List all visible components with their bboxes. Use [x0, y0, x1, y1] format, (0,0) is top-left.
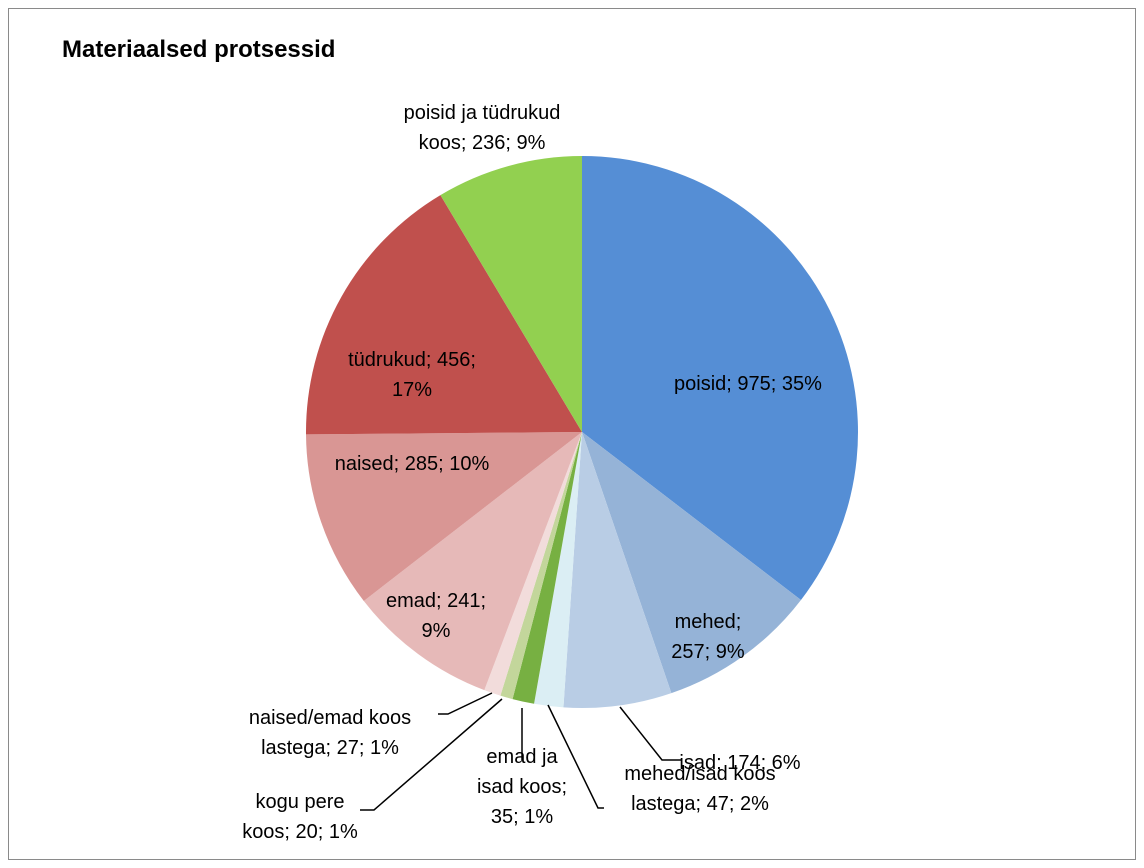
data-label: poisid ja tüdrukud: [404, 102, 561, 124]
chart-title: Materiaalsed protsessid: [62, 36, 336, 63]
data-label: emad; 241;: [386, 590, 486, 612]
pie-slice-mehed: [582, 432, 801, 694]
data-label: 35; 1%: [491, 806, 553, 828]
data-label: lastega; 47; 2%: [631, 793, 769, 815]
pie-slice-t-drukud: [305, 195, 582, 435]
data-label: mehed;: [675, 611, 742, 633]
pie-slice-emad: [363, 432, 582, 691]
data-label: koos; 20; 1%: [242, 821, 358, 843]
data-label: naised/emad koos: [249, 707, 411, 729]
data-label: naised; 285; 10%: [335, 453, 490, 475]
data-label: mehed/isad koos: [624, 763, 775, 785]
pie-slice-emad-ja-isad-koos: [512, 432, 582, 704]
pie-slice-isad: [563, 432, 672, 708]
slice-labels: poisid; 975; 35% mehed; 257; 9% isad; 174; …: [242, 102, 822, 843]
data-label: emad ja: [486, 746, 558, 768]
pie-slice-naised: [306, 432, 582, 602]
data-label: 17%: [392, 379, 432, 401]
pie-slice-mehed-isad-koos-lastega: [534, 432, 582, 708]
data-label: tüdrukud; 456;: [348, 349, 476, 371]
leader-line: [360, 698, 503, 811]
data-label: kogu pere: [256, 791, 345, 813]
data-label: 257; 9%: [671, 641, 745, 663]
data-label: 9%: [422, 620, 451, 642]
pie-slice-naised-emad-koos-lastega: [484, 432, 582, 696]
pie-slices: [305, 156, 858, 708]
data-label: isad; 174; 6%: [679, 752, 800, 774]
leader-line: [438, 692, 493, 715]
data-label: isad koos;: [477, 776, 567, 798]
pie-slice-poisid: [582, 156, 858, 601]
pie-slice-kogu-pere-koos: [500, 432, 582, 700]
leader-line: [547, 704, 604, 809]
data-label: koos; 236; 9%: [419, 132, 546, 154]
data-label: poisid; 975; 35%: [674, 373, 822, 395]
data-label: lastega; 27; 1%: [261, 737, 399, 759]
leader-line: [619, 706, 682, 761]
leader-lines: [360, 692, 682, 811]
pie-slice-poisid-ja-t-drukud-koos: [440, 156, 582, 432]
